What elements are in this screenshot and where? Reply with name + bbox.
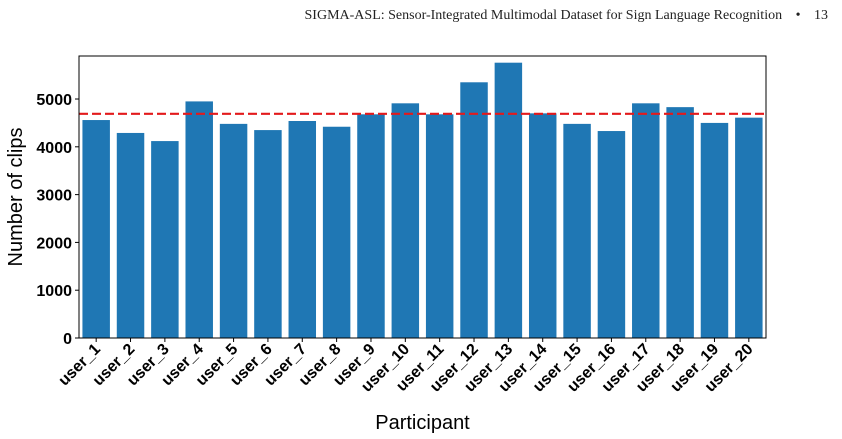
y-tick-label: 3000 xyxy=(36,188,72,205)
running-title: SIGMA-ASL: Sensor-Integrated Multimodal … xyxy=(304,8,783,23)
x-axis-label: Participant xyxy=(375,412,470,434)
bar-user_7 xyxy=(288,121,317,338)
bars-group xyxy=(82,62,763,339)
bar-user_5 xyxy=(219,123,248,338)
bar-user_14 xyxy=(528,113,557,339)
bar-user_15 xyxy=(563,123,591,338)
bar-user_1 xyxy=(82,120,110,338)
bar-user_9 xyxy=(357,114,385,339)
bar-user_18 xyxy=(666,107,694,339)
y-axis-ticks: 0 1000 2000 3000 4000 5000 xyxy=(36,92,79,348)
plot-frame xyxy=(78,55,767,339)
bar-user_8 xyxy=(322,126,351,338)
bar-user_3 xyxy=(151,141,179,338)
bar-user_20 xyxy=(735,117,763,338)
bar-user_13 xyxy=(494,62,523,338)
y-tick-label: 5000 xyxy=(36,92,72,109)
bar-user_2 xyxy=(116,132,145,338)
bar-user_12 xyxy=(460,82,488,338)
bar-user_10 xyxy=(391,103,420,339)
y-tick-label: 2000 xyxy=(36,235,72,252)
running-header: SIGMA-ASL: Sensor-Integrated Multimodal … xyxy=(305,8,828,24)
page-number: 13 xyxy=(814,8,828,23)
bar-user_17 xyxy=(632,103,660,339)
x-axis-ticks: user_1user_2user_3user_4user_5user_6user… xyxy=(56,338,757,396)
bar-user_4 xyxy=(185,101,213,339)
y-tick-label: 4000 xyxy=(36,140,72,157)
y-tick-label: 0 xyxy=(63,331,72,348)
y-axis-label: Number of clips xyxy=(5,128,27,267)
bar-user_16 xyxy=(597,131,626,338)
bar-user_6 xyxy=(254,130,282,338)
bar-user_11 xyxy=(425,114,454,339)
y-tick-label: 1000 xyxy=(36,283,72,300)
header-separator: • xyxy=(795,8,801,23)
bar-user_19 xyxy=(700,122,729,338)
